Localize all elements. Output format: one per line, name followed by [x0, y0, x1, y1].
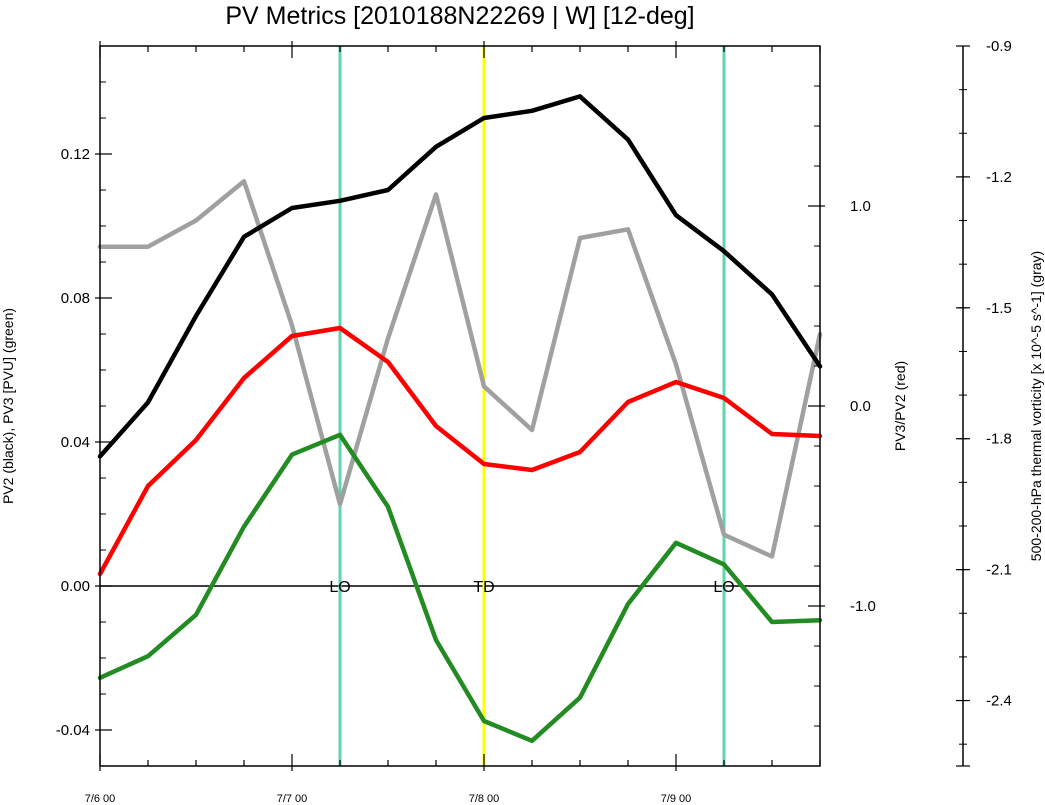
left-tick-label-4: 0.12: [61, 146, 90, 163]
x-tick-label-1: 7/7 00: [277, 793, 308, 805]
left-tick-label-2: 0.04: [61, 434, 90, 451]
far-right-tick-label-2: -1.8: [986, 431, 1012, 448]
plot-area: LO TD LO: [97, 46, 823, 766]
x-tick-label-3: 7/9 00: [661, 793, 692, 805]
series-line-1: [97, 432, 823, 744]
left-axis-title: PV2 (black), PV3 [PVU] (green): [0, 308, 16, 504]
series-line-2: [97, 325, 823, 577]
far-right-tick-label-3: -1.5: [986, 300, 1012, 317]
far-right-axis-title: 500-200-hPa thermal vorticity [x 10^-5 s…: [1028, 251, 1044, 561]
event-label-2: LO: [713, 579, 734, 596]
series-line-3: [97, 179, 823, 559]
series-line-0: [97, 94, 823, 459]
left-tick-label-0: -0.04: [56, 722, 90, 739]
event-label-1: TD: [473, 579, 494, 596]
right-tick-label-2: 1.0: [850, 198, 871, 215]
chart-title: PV Metrics [2010188N22269 | W] [12-deg]: [225, 2, 694, 30]
event-label-0: LO: [329, 579, 350, 596]
plot-frame: [99, 45, 821, 767]
right-axis-title: PV3/PV2 (red): [892, 361, 908, 451]
far-right-tick-label-1: -2.1: [986, 562, 1012, 579]
x-tick-label-0: 7/6 00: [85, 793, 116, 805]
right-tick-label-1: 0.0: [850, 398, 871, 415]
far-right-tick-label-4: -1.2: [986, 169, 1012, 186]
far-right-tick-label-5: -0.9: [986, 38, 1012, 55]
right-tick-label-0: -1.0: [850, 598, 876, 615]
axes: -0.04 0.00 0.04 0.08 0.12 -1.0 0.0 1.0 -2.4 -2.1 -…: [56, 38, 1012, 805]
left-tick-label-1: 0.00: [61, 578, 90, 595]
far-right-tick-label-0: -2.4: [986, 693, 1012, 710]
x-tick-label-2: 7/8 00: [469, 793, 500, 805]
left-tick-label-3: 0.08: [61, 290, 90, 307]
